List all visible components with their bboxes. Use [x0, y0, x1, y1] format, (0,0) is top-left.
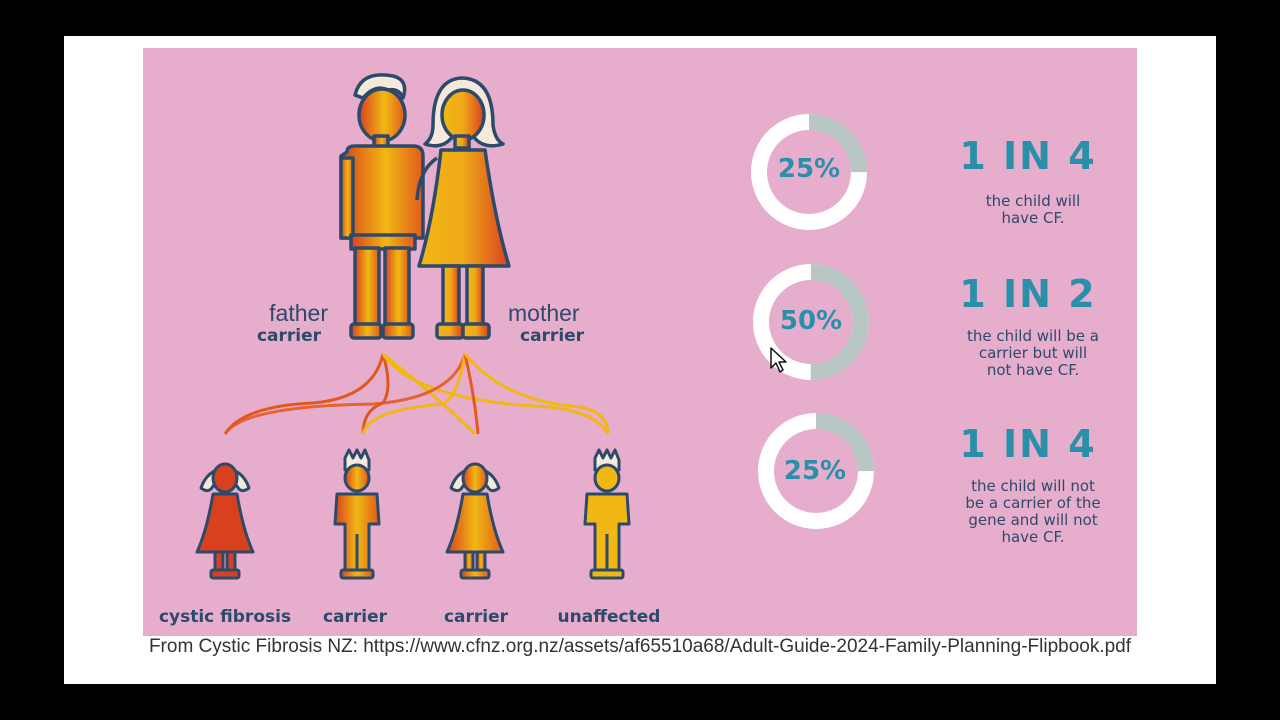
- outcome-1-description: the child will have CF.: [953, 193, 1113, 227]
- outcome-2-line-3: not have CF.: [986, 361, 1080, 379]
- child-carrier-boy-figure: [333, 448, 381, 580]
- child-label-carrier-2: carrier: [443, 607, 509, 627]
- source-caption: From Cystic Fibrosis NZ: https://www.cfn…: [148, 636, 1132, 657]
- father-label: father: [269, 300, 328, 326]
- outcome-1-ratio: 1 IN 4: [959, 134, 1097, 178]
- outcome-3-ring-arc: [758, 413, 874, 529]
- mother-status: carrier: [520, 326, 585, 346]
- mouse-cursor-icon: [770, 347, 787, 373]
- outcome-3-percent: 25%: [783, 456, 847, 486]
- outcome-3-ratio: 1 IN 4: [959, 422, 1097, 466]
- father-figure: [339, 73, 425, 340]
- child-label-cystic-fibrosis: cystic fibrosis: [158, 607, 292, 627]
- child-label-carrier-1: carrier: [322, 607, 388, 627]
- children-illustration: [195, 448, 631, 580]
- outcome-3-description: the child will not be a carrier of the g…: [948, 478, 1118, 546]
- outcome-1-ring-arc: [751, 114, 867, 230]
- outcome-2-line-1: the child will be a: [966, 327, 1099, 345]
- outcome-1-line-2: have CF.: [1001, 209, 1065, 227]
- father-status: carrier: [256, 326, 321, 346]
- child-cystic-fibrosis-figure: [195, 462, 255, 580]
- outcome-1-percent: 25%: [777, 154, 841, 184]
- outcome-2-description: the child will be a carrier but will not…: [948, 328, 1118, 379]
- child-label-unaffected: unaffected: [557, 607, 661, 627]
- child-unaffected-figure: [583, 448, 631, 580]
- outcome-2-ring: [753, 264, 869, 380]
- outcome-3-line-1: the child will not: [971, 477, 1095, 495]
- child-carrier-girl-figure: [445, 462, 505, 580]
- parents-illustration: [339, 73, 511, 340]
- outcome-3-line-2: be a carrier of the: [965, 494, 1101, 512]
- mother-label: mother: [508, 300, 580, 326]
- outcome-3-ring: [758, 413, 874, 529]
- outcome-2-percent: 50%: [779, 306, 843, 336]
- inheritance-lines: [223, 352, 610, 436]
- outcome-3-line-3: gene and will not: [968, 511, 1098, 529]
- outcome-1-line-1: the child will: [985, 192, 1081, 210]
- mother-figure: [415, 76, 511, 340]
- outcome-3-line-4: have CF.: [1001, 528, 1065, 546]
- outcome-1-ring: [751, 114, 867, 230]
- infographic-panel: father carrier mother carrier: [143, 48, 1137, 636]
- outcome-2-ring-arc: [753, 264, 869, 380]
- outcome-2-ratio: 1 IN 2: [959, 272, 1097, 316]
- outcome-2-line-2: carrier but will: [978, 344, 1088, 362]
